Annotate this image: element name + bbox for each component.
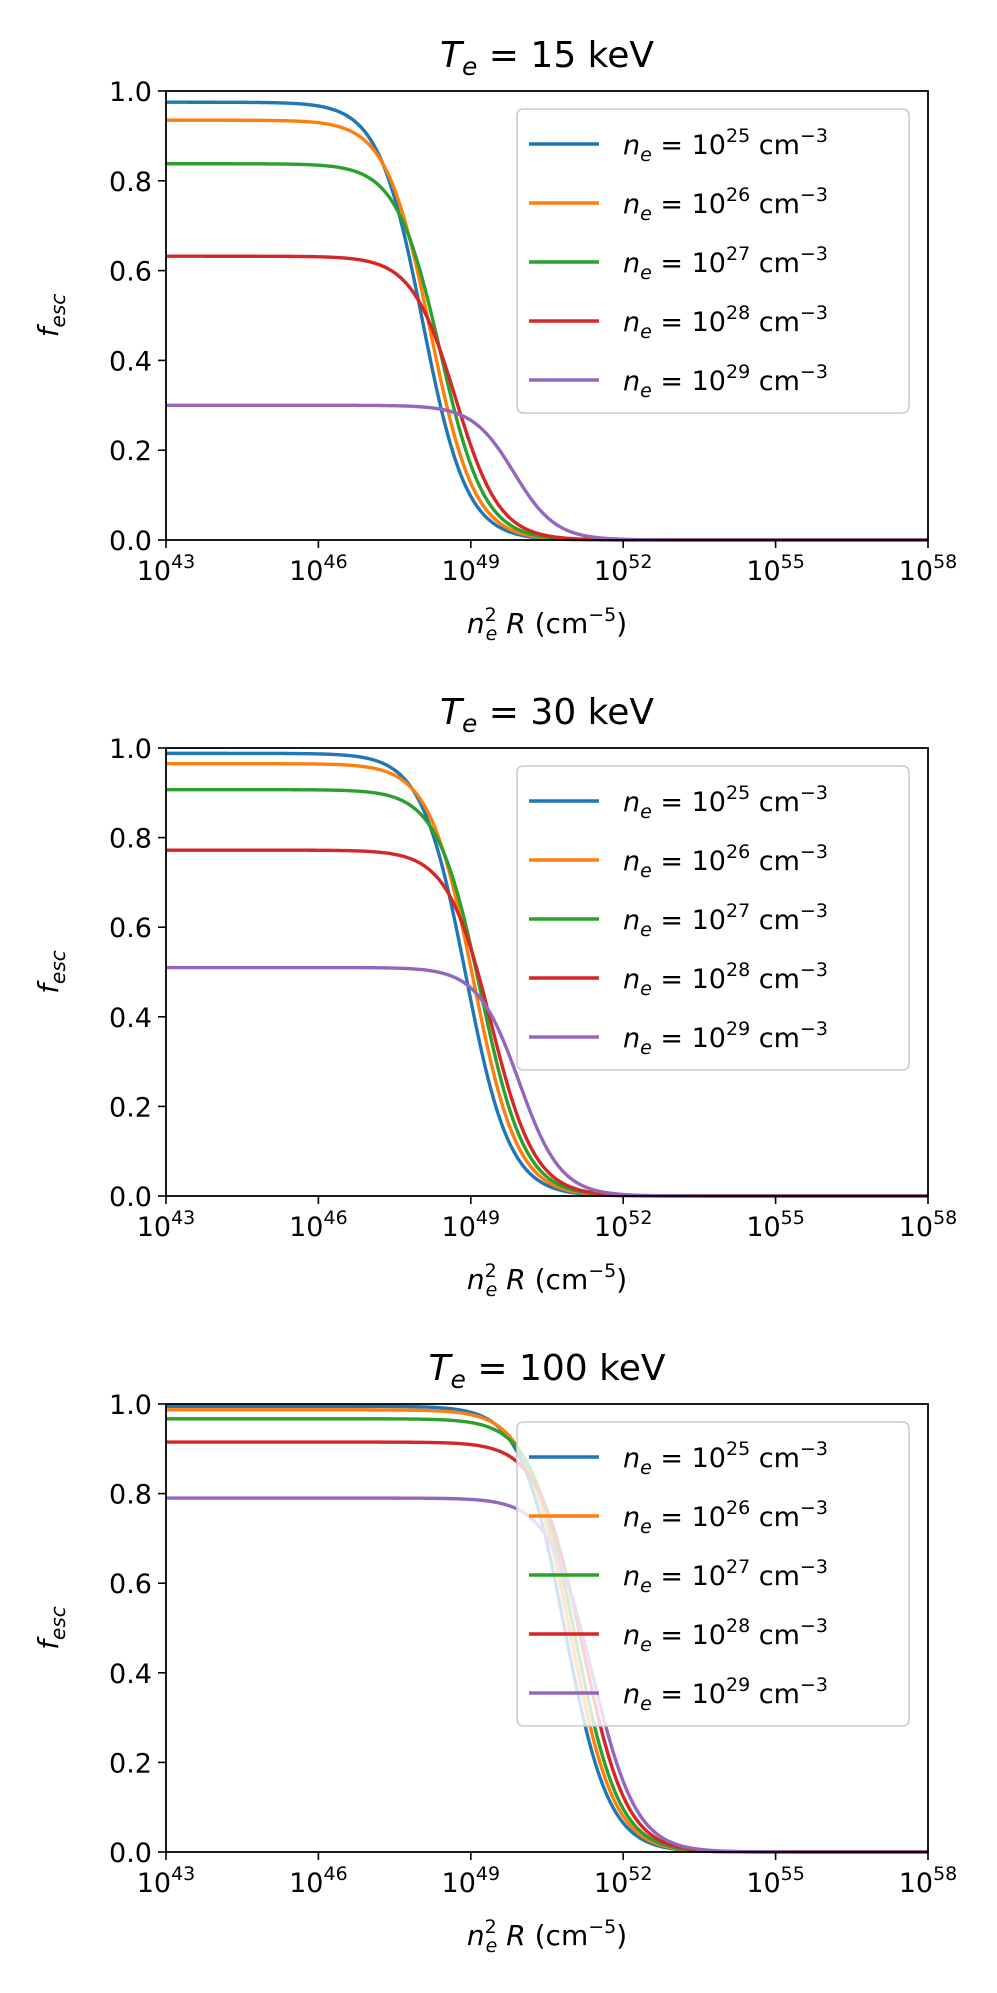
legend-item: ne = 1029 cm−3 xyxy=(529,1018,828,1059)
x-axis-label: n2 e R (cm−5) xyxy=(467,1260,627,1301)
x-tick-label: 1055 xyxy=(746,1863,805,1899)
legend-item: ne = 1028 cm−3 xyxy=(529,1615,828,1656)
y-tick-label: 0.0 xyxy=(109,526,152,557)
y-tick-label: 0.8 xyxy=(109,824,152,855)
y-tick-label: 0.2 xyxy=(109,1748,152,1779)
legend-label: ne = 1029 cm−3 xyxy=(623,361,828,402)
legend-label: ne = 1028 cm−3 xyxy=(623,302,828,343)
legend-box xyxy=(516,1421,910,1727)
y-tick-label: 0.2 xyxy=(109,1092,152,1123)
x-tick-label: 1052 xyxy=(594,551,653,587)
legend-label: ne = 1026 cm−3 xyxy=(623,1497,828,1538)
legend-label: ne = 1027 cm−3 xyxy=(623,1556,828,1597)
legend: ne = 1025 cm−3 ne = 1026 cm−3 ne = 1027 cm… xyxy=(516,765,910,1071)
x-tick-label: 1046 xyxy=(289,551,348,587)
x-tick-label: 1058 xyxy=(899,1863,958,1899)
y-tick-label: 0.4 xyxy=(109,1659,152,1690)
legend-label: ne = 1026 cm−3 xyxy=(623,184,828,225)
legend-item: ne = 1027 cm−3 xyxy=(529,1556,828,1597)
legend-label: ne = 1025 cm−3 xyxy=(623,1438,828,1479)
y-tick-label: 0.0 xyxy=(109,1182,152,1213)
x-tick-label: 1052 xyxy=(594,1863,653,1899)
y-tick-label: 0.8 xyxy=(109,1480,152,1511)
legend-label: ne = 1026 cm−3 xyxy=(623,841,828,882)
axes-frame xyxy=(165,1403,929,1853)
y-tick-label: 1.0 xyxy=(109,77,152,108)
legend-item: ne = 1026 cm−3 xyxy=(529,841,828,882)
x-tick-label: 1046 xyxy=(289,1207,348,1243)
y-tick-label: 1.0 xyxy=(109,734,152,765)
legend-label: ne = 1028 cm−3 xyxy=(623,959,828,1000)
x-tick-label: 1043 xyxy=(137,1863,196,1899)
x-tick-label: 1049 xyxy=(442,1207,501,1243)
legend-item: ne = 1029 cm−3 xyxy=(529,361,828,402)
panel-title: Te = 30 keV xyxy=(440,692,654,738)
legend-item: ne = 1026 cm−3 xyxy=(529,1497,828,1538)
legend-label: ne = 1027 cm−3 xyxy=(623,900,828,941)
x-tick-label: 1055 xyxy=(746,1207,805,1243)
legend-item: ne = 1025 cm−3 xyxy=(529,782,828,823)
y-tick-label: 1.0 xyxy=(109,1390,152,1421)
panel-title: Te = 15 keV xyxy=(440,35,654,81)
panel-1: Te = 15 keV 1043 1046 1049 1052 1055 1058 0.0 0.… xyxy=(32,35,957,645)
legend-label: ne = 1028 cm−3 xyxy=(623,1615,828,1656)
legend-label: ne = 1027 cm−3 xyxy=(623,243,828,284)
y-tick-label: 0.8 xyxy=(109,167,152,198)
x-tick-label: 1049 xyxy=(442,551,501,587)
legend-item: ne = 1028 cm−3 xyxy=(529,959,828,1000)
legend-label: ne = 1025 cm−3 xyxy=(623,125,828,166)
legend-label: ne = 1029 cm−3 xyxy=(623,1018,828,1059)
legend-item: ne = 1026 cm−3 xyxy=(529,184,828,225)
legend-item: ne = 1025 cm−3 xyxy=(529,125,828,166)
y-axis-label: fesc xyxy=(32,294,70,338)
legend-box xyxy=(516,108,910,414)
x-tick-label: 1046 xyxy=(289,1863,348,1899)
y-tick-label: 0.6 xyxy=(109,913,152,944)
legend-item: ne = 1027 cm−3 xyxy=(529,243,828,284)
panel-2: Te = 30 keV 1043 1046 1049 1052 1055 1058 0.0 0.… xyxy=(32,692,957,1301)
y-tick-label: 0.6 xyxy=(109,257,152,288)
y-tick-label: 0.4 xyxy=(109,1003,152,1034)
x-tick-label: 1049 xyxy=(442,1863,501,1899)
legend-box xyxy=(516,765,910,1071)
x-tick-label: 1058 xyxy=(899,1207,958,1243)
x-tick-label: 1055 xyxy=(746,551,805,587)
y-tick-label: 0.2 xyxy=(109,436,152,467)
legend-label: ne = 1025 cm−3 xyxy=(623,782,828,823)
legend-item: ne = 1029 cm−3 xyxy=(529,1674,828,1715)
axes-frame xyxy=(165,747,929,1197)
x-tick-label: 1043 xyxy=(137,551,196,587)
x-axis-label: n2 e R (cm−5) xyxy=(467,1916,627,1957)
legend: ne = 1025 cm−3 ne = 1026 cm−3 ne = 1027 cm… xyxy=(516,1421,910,1727)
axes-frame xyxy=(165,90,929,541)
x-tick-label: 1043 xyxy=(137,1207,196,1243)
legend-label: ne = 1029 cm−3 xyxy=(623,1674,828,1715)
legend-item: ne = 1025 cm−3 xyxy=(529,1438,828,1479)
x-tick-label: 1058 xyxy=(899,551,958,587)
legend-item: ne = 1027 cm−3 xyxy=(529,900,828,941)
legend: ne = 1025 cm−3 ne = 1026 cm−3 ne = 1027 cm… xyxy=(516,108,910,414)
x-axis-label: n2 e R (cm−5) xyxy=(467,604,627,645)
panel-title: Te = 100 keV xyxy=(429,1348,666,1394)
y-tick-label: 0.0 xyxy=(109,1838,152,1869)
panel-3: Te = 100 keV 1043 1046 1049 1052 1055 1058 0.0 0… xyxy=(32,1348,957,1957)
legend-item: ne = 1028 cm−3 xyxy=(529,302,828,343)
y-tick-label: 0.4 xyxy=(109,346,152,377)
y-tick-label: 0.6 xyxy=(109,1569,152,1600)
x-tick-label: 1052 xyxy=(594,1207,653,1243)
